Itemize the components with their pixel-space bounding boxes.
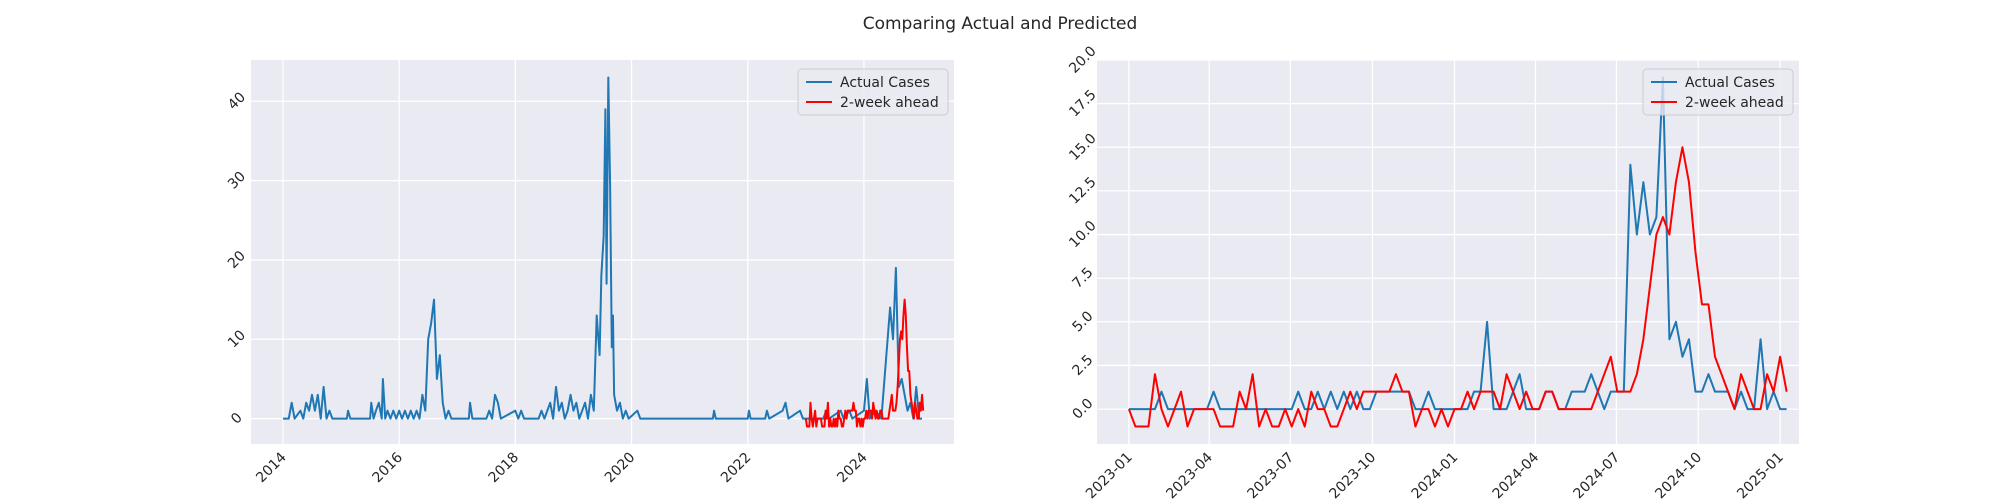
legend-box	[797, 68, 949, 116]
legend-label: Actual Cases	[840, 75, 930, 91]
figure-title: Comparing Actual and Predicted	[863, 14, 1138, 34]
y-tick-label: 15.0	[1066, 131, 1099, 164]
legend-label: 2-week ahead	[840, 95, 939, 111]
y-tick-label: 0	[228, 410, 246, 428]
y-tick-label: 20.0	[1066, 43, 1099, 76]
x-tick-label: 2020	[602, 450, 639, 487]
x-tick-label: 2014	[253, 449, 290, 486]
y-tick-label: 12.5	[1066, 174, 1099, 207]
y-tick-label: 5.0	[1069, 308, 1096, 335]
x-tick-label: 2024-01	[1409, 450, 1462, 500]
y-tick-label: 30	[225, 169, 249, 193]
x-tick-label: 2022	[718, 450, 755, 487]
y-tick-label: 7.5	[1069, 265, 1096, 292]
axes: 0 10 20 30 40 2014 2016 2018 2020 2022 2024 Actual …	[225, 60, 954, 486]
series-line	[282, 76, 923, 420]
legend-label: Actual Cases	[1685, 75, 1775, 91]
x-tick-label: 2024-04	[1490, 449, 1543, 500]
x-tick-label: 2018	[486, 450, 523, 487]
y-tick-label: 2.5	[1069, 352, 1096, 379]
x-tick-label: 2024-10	[1652, 450, 1705, 500]
legend: Actual Cases 2-week ahead	[1642, 68, 1794, 116]
y-tick-label: 10	[225, 327, 249, 351]
x-tick-label: 2016	[369, 449, 406, 486]
axes: 0.0 2.5 5.0 7.5 10.0 12.5 15.0 17.5 20.0 2023-01 2…	[1066, 43, 1799, 500]
x-tick-label: 2023-07	[1245, 450, 1298, 500]
plot-background	[1097, 60, 1799, 444]
x-tick-label: 2025-01	[1734, 450, 1787, 500]
x-tick-label: 2023-04	[1163, 449, 1216, 500]
y-tick-label: 17.5	[1066, 87, 1099, 120]
y-tick-label: 40	[225, 89, 249, 113]
y-tick-label: 0.0	[1069, 396, 1096, 423]
series-line	[804, 298, 925, 428]
y-tick-label: 20	[225, 248, 249, 272]
series-line	[1127, 146, 1788, 428]
x-tick-label: 2024	[834, 449, 871, 486]
y-tick-label: 10.0	[1066, 218, 1099, 251]
x-tick-label: 2023-01	[1083, 450, 1136, 500]
legend-box	[1642, 68, 1794, 116]
legend-label: 2-week ahead	[1685, 95, 1784, 111]
x-tick-label: 2023-10	[1327, 450, 1380, 500]
legend: Actual Cases 2-week ahead	[797, 68, 949, 116]
x-tick-label: 2024-07	[1571, 450, 1624, 500]
